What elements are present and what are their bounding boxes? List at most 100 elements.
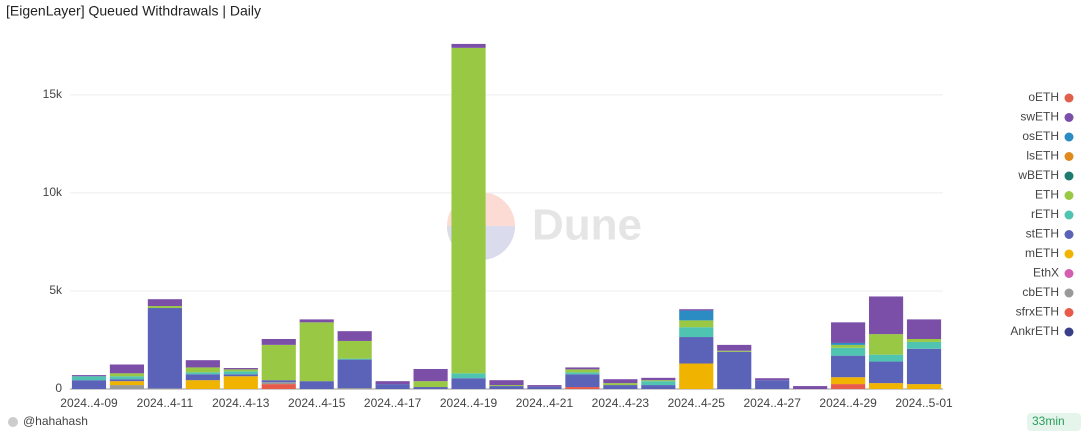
bar-segment [147, 308, 182, 389]
legend-label: AnkrETH [1010, 324, 1059, 338]
legend-label: lsETH [1026, 149, 1059, 163]
bar-segment [223, 374, 258, 377]
legend-swatch [1064, 191, 1074, 200]
x-tick-label: 2024..4-19 [440, 396, 498, 410]
bar-segment [185, 374, 220, 381]
bar-segment [679, 320, 714, 328]
bar-segment [565, 372, 600, 375]
bar-segment [489, 385, 524, 387]
bar-segment [565, 387, 600, 389]
author[interactable]: @hahahash [23, 414, 88, 428]
bar-segment [906, 384, 942, 389]
bar-segment [109, 364, 145, 374]
bar-segment [261, 380, 296, 383]
bar-segment [755, 378, 790, 381]
x-tick-label: 2024..4-17 [364, 396, 422, 410]
bar-segment [147, 299, 182, 307]
bar-segment [185, 380, 220, 389]
x-tick-label: 2024..4-11 [137, 396, 194, 410]
bar-segment [147, 306, 182, 309]
legend-label: swETH [1020, 110, 1059, 124]
legend-label: EthX [1033, 266, 1059, 280]
legend-swatch [1064, 210, 1074, 220]
bar-segment [71, 380, 107, 389]
bar-segment [223, 368, 258, 370]
bar-segment [868, 296, 904, 335]
bar-segment [831, 342, 866, 345]
x-tick-label: 2024..4-13 [212, 396, 270, 410]
bar-segment [413, 387, 448, 389]
bar-segment [679, 327, 714, 338]
bar-segment [375, 381, 410, 385]
avatar [8, 417, 18, 427]
bar-segment [641, 377, 676, 381]
x-tick-label: 2024..4-15 [288, 396, 346, 410]
bar-segment [337, 388, 372, 389]
bar-segment [223, 376, 258, 389]
bar-segment [679, 309, 714, 311]
legend-swatch [1064, 132, 1074, 142]
legend-swatch [1064, 249, 1074, 259]
x-tick-label: 2024..4-09 [60, 396, 118, 410]
bar-segment [337, 331, 372, 341]
legend-label: mETH [1025, 246, 1059, 260]
bar-segment [451, 373, 486, 379]
bar-segment [906, 348, 942, 385]
y-tick-label: 10k [43, 185, 63, 199]
bar-segment [413, 381, 448, 388]
bar-segment [831, 355, 866, 378]
bar-segment [451, 47, 486, 374]
bar-segment [831, 322, 866, 343]
bar-segment [489, 386, 524, 389]
bar-segment [793, 386, 828, 389]
x-tick-label: 2024..4-25 [668, 396, 726, 410]
legend-label: osETH [1022, 129, 1059, 143]
legend-swatch [1064, 269, 1074, 278]
bar-segment [641, 380, 676, 382]
bar-segment [717, 344, 752, 351]
bar-segment [261, 384, 296, 389]
bar-segment [71, 375, 107, 377]
legend-swatch [1064, 230, 1074, 239]
bar-segment [868, 354, 904, 362]
bar-segment [755, 380, 790, 389]
bar-segment [109, 379, 145, 382]
bar-segment [261, 344, 296, 381]
legend-label: cbETH [1022, 285, 1059, 299]
bar-segment [641, 385, 676, 389]
bar-segment [299, 319, 334, 323]
y-tick-label: 0 [55, 381, 62, 395]
legend-label: oETH [1028, 90, 1059, 104]
legend-swatch [1064, 113, 1074, 122]
bar-segment [337, 340, 372, 359]
bar-segment [337, 359, 372, 389]
legend-label: rETH [1031, 207, 1059, 221]
bar-segment [109, 373, 145, 377]
bar-segment [261, 339, 296, 345]
bar-segment [223, 371, 258, 375]
bar-segment [679, 337, 714, 364]
bar-segment [527, 385, 562, 387]
bar-segment [679, 310, 714, 321]
bar-segment [299, 322, 334, 382]
legend-swatch [1064, 288, 1074, 298]
bar-segment [906, 339, 942, 342]
bar-segment [565, 367, 600, 370]
legend-swatch [1064, 171, 1074, 181]
bar-segment [603, 383, 638, 386]
bar-segment [109, 385, 145, 389]
bar-segment [565, 369, 600, 373]
bar-segment [337, 358, 372, 360]
bar-segment [71, 376, 107, 381]
bar-segment [261, 382, 296, 385]
bar-segment [565, 374, 600, 388]
x-tick-label: 2024..4-21 [516, 396, 574, 410]
y-tick-label: 15k [43, 87, 63, 101]
bar-segment [185, 367, 220, 373]
bar-segment [489, 380, 524, 386]
age: 33min [1032, 414, 1065, 428]
bar-segment [185, 372, 220, 375]
legend-swatch [1064, 308, 1074, 317]
